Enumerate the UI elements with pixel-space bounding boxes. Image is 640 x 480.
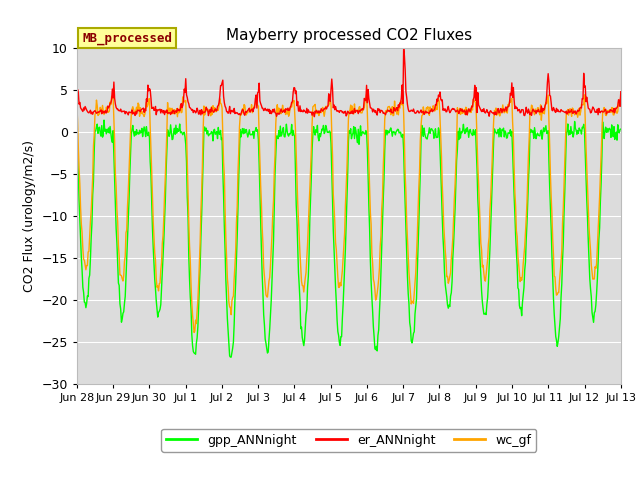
wc_gf <box>433 101 440 107</box>
Title: Mayberry processed CO2 Fluxes: Mayberry processed CO2 Fluxes <box>226 28 472 43</box>
er_ANNnight <box>433 102 440 108</box>
wc_gf <box>83 263 90 268</box>
Text: MB_processed: MB_processed <box>82 31 172 45</box>
er_ANNnight <box>73 99 81 105</box>
er_ANNnight <box>617 89 625 95</box>
Legend: gpp_ANNnight, er_ANNnight, wc_gf: gpp_ANNnight, er_ANNnight, wc_gf <box>161 429 536 452</box>
er_ANNnight <box>417 108 424 114</box>
gpp_ANNnight <box>223 316 231 322</box>
er_ANNnight <box>83 107 90 113</box>
wc_gf <box>417 138 424 144</box>
er_ANNnight <box>139 106 147 111</box>
Line: gpp_ANNnight: gpp_ANNnight <box>77 120 621 357</box>
wc_gf <box>195 280 202 286</box>
gpp_ANNnight <box>227 354 235 360</box>
wc_gf <box>139 110 147 116</box>
gpp_ANNnight <box>417 170 424 176</box>
er_ANNnight <box>194 108 202 114</box>
wc_gf <box>73 100 81 106</box>
gpp_ANNnight <box>195 305 202 311</box>
gpp_ANNnight <box>83 300 90 306</box>
er_ANNnight <box>310 114 318 120</box>
Line: wc_gf: wc_gf <box>77 95 621 333</box>
gpp_ANNnight <box>433 135 440 141</box>
gpp_ANNnight <box>140 128 147 134</box>
wc_gf <box>617 94 625 99</box>
er_ANNnight <box>400 45 408 50</box>
wc_gf <box>190 330 198 336</box>
wc_gf <box>363 92 371 97</box>
gpp_ANNnight <box>100 117 108 123</box>
wc_gf <box>223 275 231 281</box>
Y-axis label: CO2 Flux (urology/m2/s): CO2 Flux (urology/m2/s) <box>23 140 36 292</box>
er_ANNnight <box>223 109 230 115</box>
gpp_ANNnight <box>617 126 625 132</box>
Line: er_ANNnight: er_ANNnight <box>77 48 621 117</box>
gpp_ANNnight <box>73 134 81 140</box>
